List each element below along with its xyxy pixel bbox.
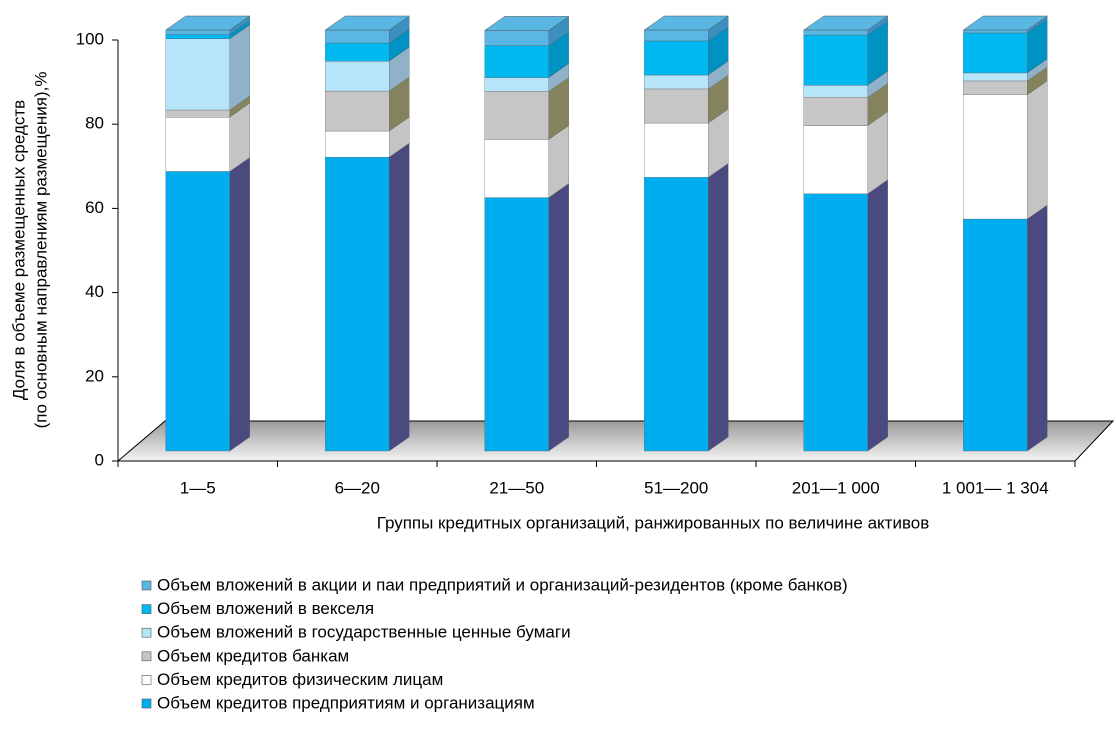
bar xyxy=(484,91,549,140)
bar-side xyxy=(229,24,250,111)
bar xyxy=(484,30,549,46)
x-tick-label: 201—1 000 xyxy=(792,478,880,497)
bar-side xyxy=(1027,204,1048,452)
bar xyxy=(803,97,868,126)
bar-top xyxy=(643,15,730,31)
y-axis-title: (по основным направлениям размещения),% xyxy=(31,72,50,429)
bar xyxy=(803,193,868,452)
legend-label: Объем вложений в акции и паи предприятий… xyxy=(157,575,848,594)
x-tick-label: 21—50 xyxy=(489,478,544,497)
bar xyxy=(165,109,230,118)
bar xyxy=(325,130,390,158)
x-tick-label: 51—200 xyxy=(644,478,708,497)
bar xyxy=(325,156,390,452)
bar-side xyxy=(708,163,729,452)
bar xyxy=(165,34,230,39)
bar xyxy=(803,85,868,98)
legend-swatch xyxy=(141,675,152,685)
legend-swatch xyxy=(141,580,152,591)
legend-label: Объем кредитов физическим лицам xyxy=(157,670,443,689)
bar-top xyxy=(962,15,1049,31)
bar xyxy=(325,61,390,92)
legend-swatch xyxy=(141,651,152,662)
y-tick-label: 60 xyxy=(85,198,104,217)
bar-top xyxy=(802,15,889,31)
bar-side xyxy=(389,142,410,452)
bar-side xyxy=(867,111,888,195)
bar xyxy=(963,94,1028,220)
bar-side xyxy=(1027,80,1048,220)
bar xyxy=(484,45,549,78)
bar xyxy=(325,42,390,62)
bar xyxy=(963,218,1028,452)
legend-label: Объем вложений в векселя xyxy=(157,599,374,618)
bar-top xyxy=(483,16,570,31)
y-axis-title: Доля в объеме размещенных средств xyxy=(9,100,28,400)
bar xyxy=(165,171,230,452)
bar-top xyxy=(324,15,411,31)
legend-label: Объем кредитов предприятиям и организаци… xyxy=(157,693,535,712)
bar xyxy=(963,29,1028,34)
bar xyxy=(644,40,709,76)
y-tick-label: 40 xyxy=(85,282,104,301)
bar xyxy=(165,29,230,35)
bar xyxy=(803,34,868,86)
bar xyxy=(644,74,709,90)
bar-top xyxy=(164,15,251,31)
bar xyxy=(325,29,390,44)
y-tick-label: 100 xyxy=(76,29,104,48)
bar-side xyxy=(548,183,569,452)
bar xyxy=(165,116,230,172)
bar xyxy=(484,197,549,452)
bar xyxy=(644,29,709,42)
legend-swatch xyxy=(141,627,152,638)
legend-swatch xyxy=(141,698,152,709)
x-tick-label: 1 001— 1 304 xyxy=(942,478,1049,497)
bar-side xyxy=(229,157,250,452)
y-tick-label: 0 xyxy=(95,450,104,469)
x-axis-title: Группы кредитных организаций, ранжирован… xyxy=(377,513,930,532)
bar xyxy=(644,177,709,452)
bar xyxy=(484,77,549,92)
bar xyxy=(165,38,230,111)
bar xyxy=(325,90,390,132)
bar xyxy=(644,122,709,178)
bar xyxy=(803,125,868,194)
legend-label: Объем вложений в государственные ценные … xyxy=(157,623,571,642)
bar-side xyxy=(867,179,888,452)
legend-swatch xyxy=(141,604,152,614)
bar xyxy=(644,88,709,124)
x-tick-label: 1—5 xyxy=(180,478,216,497)
bar xyxy=(484,139,549,198)
x-tick-label: 6—20 xyxy=(335,478,380,497)
y-tick-label: 20 xyxy=(85,366,104,385)
legend-label: Объем кредитов банкам xyxy=(157,646,349,665)
bar xyxy=(963,72,1028,82)
y-tick-label: 80 xyxy=(85,114,104,133)
bar xyxy=(963,80,1028,95)
bar xyxy=(803,29,868,36)
bar xyxy=(963,32,1028,74)
